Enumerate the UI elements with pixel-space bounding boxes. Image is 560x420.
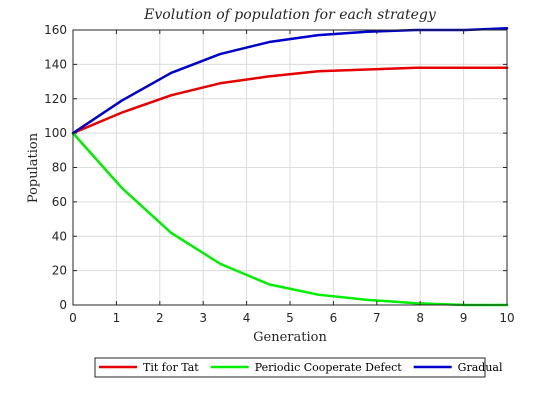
y-tick-label: 40 [52,229,67,243]
grid [72,29,508,306]
legend-label-0: Tit for Tat [143,361,199,374]
series-line-0 [71,66,509,135]
legend-label-2: Gradual [458,361,503,374]
x-tick-label: 4 [243,311,251,325]
x-tick-label: 8 [416,311,424,325]
y-axis-label: Population [26,132,41,203]
y-tick-label: 80 [52,161,67,175]
x-tick-label: 9 [460,311,468,325]
series-line-1 [71,131,509,307]
y-tick-label: 20 [52,264,67,278]
legend-box [94,357,486,378]
legend: Tit for Tat Periodic Cooperate Defect Grad… [94,357,503,378]
x-tick-label: 0 [69,311,77,325]
x-tick-label: 3 [199,311,207,325]
y-tick-label: 120 [44,92,67,106]
y-tick-label: 160 [44,23,67,37]
x-tick-label: 6 [330,311,338,325]
chart-title: Evolution of population for each strateg… [143,7,437,23]
x-tick-label: 10 [499,311,514,325]
y-tick-label: 140 [44,57,67,71]
y-tick-label: 60 [52,195,67,209]
y-tick-label: 100 [44,126,67,140]
x-tick-label: 7 [373,311,381,325]
x-tick-label: 2 [156,311,164,325]
x-tick-label: 1 [113,311,121,325]
x-tick-label: 5 [286,311,294,325]
axes [72,29,508,306]
x-axis-label: Generation [253,330,327,345]
y-tick-label: 0 [59,298,67,312]
legend-label-1: Periodic Cooperate Defect [255,361,403,374]
